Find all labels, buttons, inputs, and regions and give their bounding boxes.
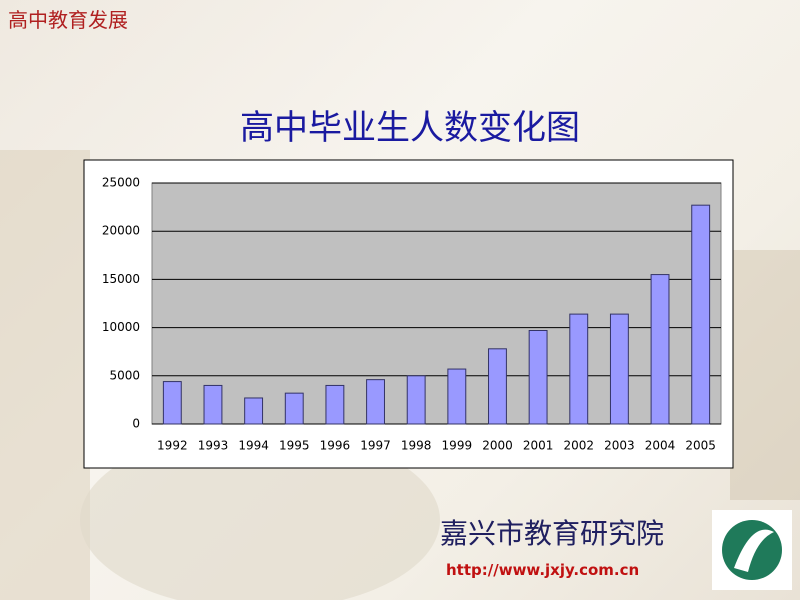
bar [366,379,385,425]
organization: 嘉兴市教育研究院 [440,517,665,550]
x-tick-label: 1993 [198,439,229,453]
bar [447,368,467,425]
chart-title: 高中毕业生人数变化图 [240,108,580,148]
bar [691,204,711,425]
url: http://www.jxjy.com.cn [446,561,640,579]
bar [488,348,507,425]
x-tick-label: 2004 [645,439,676,453]
x-tick-label: 1995 [279,439,310,453]
corner-label: 高中教育发展 [8,8,128,32]
bar [325,384,345,425]
plot-area [151,182,722,425]
x-tick-label: 1992 [157,439,188,453]
x-tick-label: 2003 [604,439,635,453]
bar [162,381,182,425]
x-tick-label: 1994 [238,439,269,453]
bar [609,313,629,425]
bar [203,384,223,425]
x-tick-label: 1999 [442,439,473,453]
y-tick-label: 5000 [109,368,140,382]
bar [528,329,548,425]
bar [650,274,670,425]
x-tick-label: 2000 [482,439,513,453]
x-tick-label: 2001 [523,439,554,453]
bar [569,313,589,425]
y-tick-label: 15000 [102,272,140,286]
x-tick-label: 2002 [563,439,594,453]
x-tick-label: 1997 [360,439,391,453]
logo [712,510,792,590]
y-tick-label: 25000 [102,176,140,190]
bar [244,397,264,425]
x-tick-label: 1996 [320,439,351,453]
bar [406,375,426,425]
x-tick-label: 1998 [401,439,432,453]
bar [284,392,304,425]
x-tick-label: 2005 [685,439,716,453]
y-tick-label: 0 [132,417,140,431]
y-tick-label: 10000 [102,320,140,334]
y-tick-label: 20000 [102,224,140,238]
